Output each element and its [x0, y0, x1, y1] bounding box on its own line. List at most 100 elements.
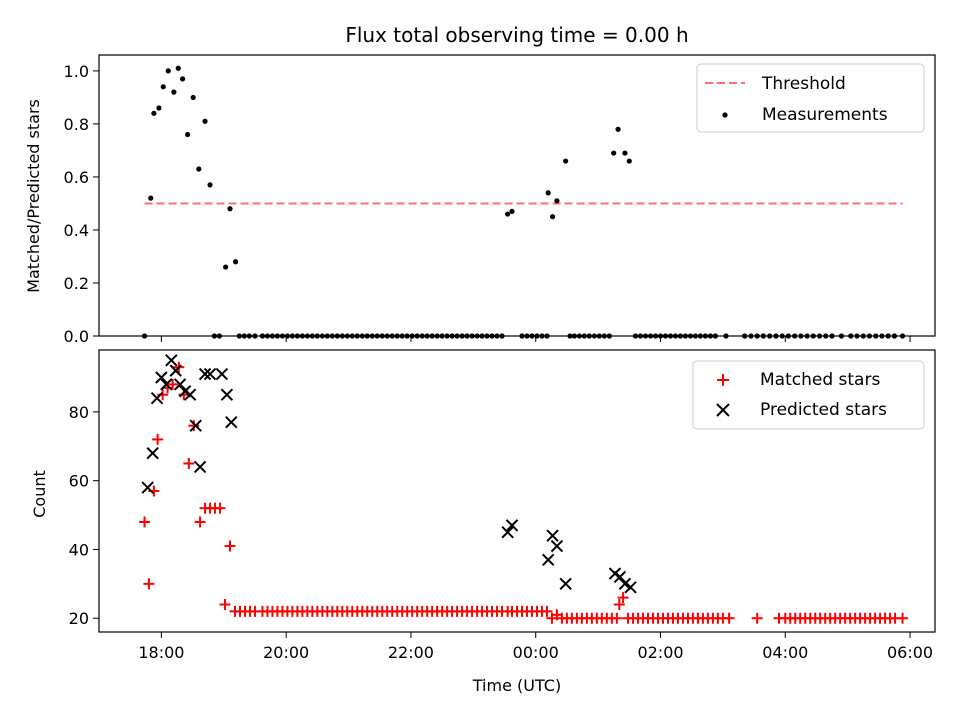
- x-tick-label: 20:00: [263, 643, 309, 662]
- top-y-tick-label: 0.4: [64, 221, 89, 240]
- measurement-point: [202, 118, 208, 124]
- predicted-star-point: [220, 388, 234, 401]
- bottom-y-tick-label: 40: [69, 540, 89, 559]
- predicted-star-point: [546, 529, 559, 542]
- measurement-point: [151, 110, 157, 116]
- bottom-x-ticks: 18:00 20:00 22:00 00:00 02:00 04:00 06:00: [138, 632, 933, 662]
- predicted-star-point: [501, 526, 514, 539]
- x-tick-label: 22:00: [388, 643, 434, 662]
- matched-star-point: [541, 605, 553, 617]
- measurement-point: [615, 126, 621, 132]
- predicted-star-point: [624, 581, 637, 594]
- bottom-y-axis-label: Count: [30, 470, 49, 518]
- matched-star-point: [617, 592, 629, 604]
- x-tick-label: 00:00: [513, 643, 559, 662]
- matched-star-point: [143, 578, 155, 590]
- measurement-point: [626, 158, 632, 164]
- predicted-star-point: [618, 577, 632, 591]
- legend-predicted-label: Predicted stars: [760, 400, 887, 420]
- predicted-star-point: [198, 367, 212, 381]
- top-x-ticks: [160, 336, 911, 342]
- top-legend-box: [696, 63, 925, 133]
- predicted-star-point: [550, 539, 564, 553]
- predicted-star-point: [189, 419, 202, 432]
- measurement-point: [563, 158, 569, 164]
- measurement-point: [160, 84, 166, 90]
- top-y-axis-label: Matched/Predicted stars: [24, 99, 43, 293]
- measurement-point: [554, 198, 560, 204]
- measurement-point: [233, 259, 239, 265]
- measurement-point: [180, 76, 186, 82]
- top-y-tick-label: 0.6: [64, 168, 89, 187]
- matched-star-point: [152, 433, 164, 445]
- bottom-legend: Matched stars Predicted stars: [692, 360, 925, 430]
- matched-star-point: [157, 389, 169, 401]
- bottom-panel: 20 40 60 80 18:00 20:00 22:00 00:00 02:00 04:00 0…: [30, 349, 936, 695]
- bottom-y-ticks: 20 40 60 80: [69, 403, 99, 628]
- matched-star-point: [751, 612, 763, 624]
- measurement-point: [207, 182, 213, 188]
- legend-measurements-label: Measurements: [762, 105, 888, 125]
- top-y-tick-label: 0.0: [64, 327, 89, 346]
- predicted-star-point: [225, 416, 238, 429]
- legend-threshold-label: Threshold: [761, 74, 846, 94]
- legend-matched-label: Matched stars: [760, 370, 880, 390]
- bottom-y-tick-label: 60: [69, 472, 89, 491]
- measurement-point: [505, 211, 511, 217]
- matched-star-point: [611, 612, 623, 624]
- legend-measurements-swatch: [722, 112, 728, 118]
- legend-predicted-swatch: [716, 403, 730, 417]
- measurement-point: [156, 105, 162, 111]
- measurement-point: [184, 131, 191, 138]
- predicted-star-point: [160, 378, 173, 391]
- x-tick-label: 06:00: [887, 643, 933, 662]
- matched-star-point: [723, 612, 735, 624]
- measurement-point: [196, 166, 202, 172]
- measurement-point: [190, 94, 196, 101]
- x-tick-label: 04:00: [762, 643, 808, 662]
- predicted-star-point: [169, 364, 182, 377]
- x-tick-label: 02:00: [637, 643, 683, 662]
- measurement-point: [611, 150, 617, 156]
- matched-star-point: [139, 516, 151, 528]
- predicted-star-point: [150, 391, 164, 405]
- measurement-point: [622, 150, 628, 156]
- predicted-star-point: [155, 371, 168, 384]
- top-axes-frame: [98, 54, 936, 337]
- bottom-y-tick-label: 20: [69, 609, 89, 628]
- measurement-point: [227, 206, 233, 212]
- matched-star-point: [183, 457, 195, 469]
- bottom-legend-box: [692, 360, 925, 430]
- predicted-star-point: [505, 519, 519, 532]
- predicted-star-point: [559, 577, 572, 591]
- predicted-star-point: [141, 481, 154, 494]
- matched-star-point: [167, 378, 179, 390]
- measurement-point: [171, 89, 177, 95]
- measurement-point: [175, 65, 181, 71]
- predicted-star-point: [215, 367, 229, 381]
- predicted-star-point: [173, 378, 187, 391]
- matched-star-point: [224, 540, 236, 552]
- measurement-point: [148, 195, 154, 201]
- predicted-star-point: [193, 460, 207, 474]
- measurement-point: [509, 208, 515, 215]
- chart-title: Flux total observing time = 0.00 h: [345, 23, 688, 47]
- measurement-point: [223, 264, 229, 270]
- top-y-ticks: 0.0 0.2 0.4 0.6 0.8 1.0: [64, 62, 99, 346]
- legend-matched-swatch: [717, 374, 729, 386]
- matched-star-point: [613, 598, 625, 610]
- top-y-tick-label: 0.2: [64, 274, 89, 293]
- predicted-star-point: [165, 354, 178, 367]
- matched-star-point: [214, 502, 226, 514]
- bottom-axes-frame: [98, 349, 936, 633]
- matched-star-point: [897, 612, 909, 624]
- predicted-stars-points: [141, 354, 637, 594]
- matched-star-point: [219, 598, 231, 610]
- bottom-y-tick-label: 80: [69, 403, 89, 422]
- matched-stars-points: [139, 361, 909, 624]
- predicted-star-point: [203, 367, 217, 381]
- predicted-star-point: [613, 570, 627, 584]
- matched-star-point: [194, 516, 206, 528]
- predicted-star-point: [146, 446, 159, 460]
